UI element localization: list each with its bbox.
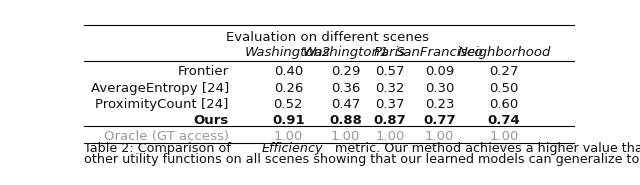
Text: 0.27: 0.27 (490, 65, 519, 78)
Text: Washington2: Washington2 (245, 46, 332, 59)
Text: 0.23: 0.23 (425, 98, 454, 111)
Text: 1.00: 1.00 (274, 130, 303, 143)
Text: Neighborhood: Neighborhood (458, 46, 551, 59)
Text: Frontier: Frontier (178, 65, 229, 78)
Text: 0.87: 0.87 (374, 114, 406, 127)
Text: 0.32: 0.32 (375, 82, 404, 95)
Text: 0.52: 0.52 (273, 98, 303, 111)
Text: 0.47: 0.47 (331, 98, 360, 111)
Text: 1.00: 1.00 (490, 130, 519, 143)
Text: ProximityCount [24]: ProximityCount [24] (95, 98, 229, 111)
Text: 0.91: 0.91 (272, 114, 305, 127)
Text: 0.88: 0.88 (329, 114, 362, 127)
Text: Oracle (GT access): Oracle (GT access) (104, 130, 229, 143)
Text: 0.36: 0.36 (331, 82, 360, 95)
Text: 0.77: 0.77 (423, 114, 456, 127)
Text: SanFrancisco: SanFrancisco (396, 46, 483, 59)
Text: Paris: Paris (374, 46, 406, 59)
Text: Ours: Ours (193, 114, 229, 127)
Text: 0.29: 0.29 (331, 65, 360, 78)
Text: other utility functions on all scenes showing that our learned models can genera: other utility functions on all scenes sh… (84, 153, 639, 166)
Text: 1.00: 1.00 (425, 130, 454, 143)
Text: 0.57: 0.57 (375, 65, 404, 78)
Text: 0.50: 0.50 (490, 82, 519, 95)
Text: 1.00: 1.00 (375, 130, 404, 143)
Text: Table 2: Comparison of: Table 2: Comparison of (84, 142, 235, 155)
Text: Evaluation on different scenes: Evaluation on different scenes (227, 31, 429, 44)
Text: Washington1: Washington1 (302, 46, 388, 59)
Text: 0.30: 0.30 (425, 82, 454, 95)
Text: metric. Our method achieves a higher value than the: metric. Our method achieves a higher val… (331, 142, 640, 155)
Text: 0.09: 0.09 (425, 65, 454, 78)
Text: 0.37: 0.37 (375, 98, 404, 111)
Text: 0.74: 0.74 (488, 114, 520, 127)
Text: AverageEntropy [24]: AverageEntropy [24] (90, 82, 229, 95)
Text: 1.00: 1.00 (331, 130, 360, 143)
Text: Efficiency: Efficiency (262, 142, 323, 155)
Text: 0.40: 0.40 (274, 65, 303, 78)
Text: 0.26: 0.26 (274, 82, 303, 95)
Text: 0.60: 0.60 (490, 98, 518, 111)
